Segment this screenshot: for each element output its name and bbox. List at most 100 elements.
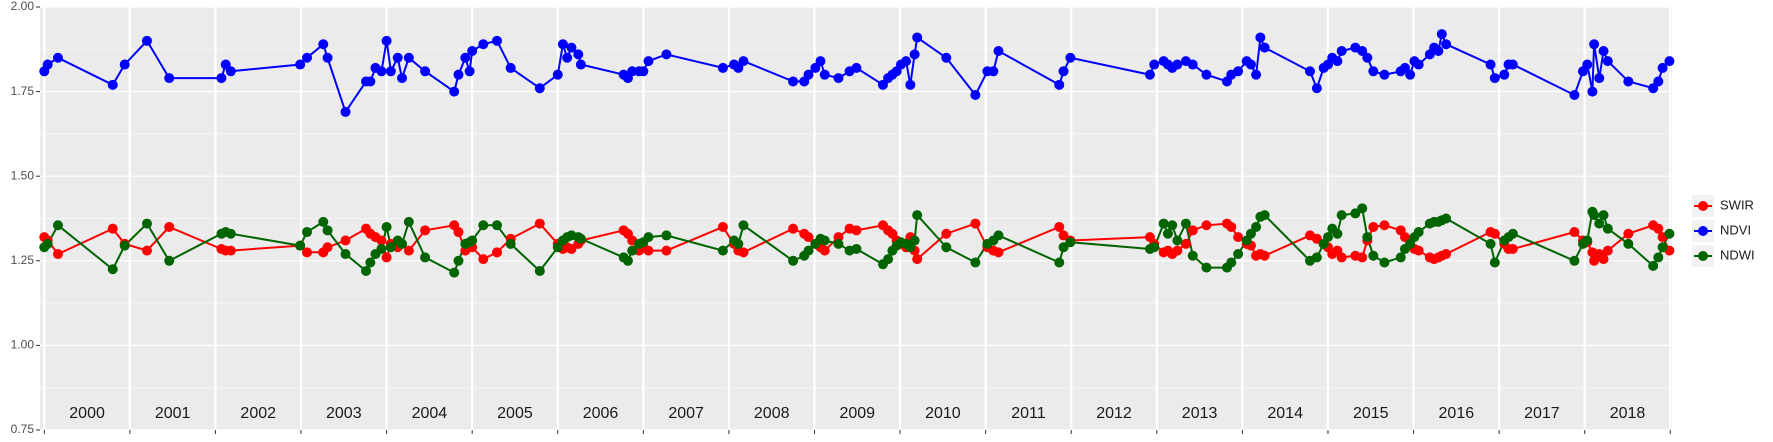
legend-point bbox=[1698, 251, 1708, 261]
point bbox=[1350, 208, 1361, 219]
point bbox=[403, 245, 414, 256]
point bbox=[638, 66, 649, 77]
point bbox=[643, 56, 654, 67]
y-tick-label: 1.00 bbox=[11, 338, 35, 352]
point bbox=[397, 73, 408, 84]
point bbox=[1602, 56, 1613, 67]
point bbox=[1172, 245, 1183, 256]
point bbox=[1368, 66, 1379, 77]
point bbox=[562, 52, 573, 63]
point bbox=[420, 225, 431, 236]
point bbox=[1180, 218, 1191, 229]
point bbox=[1569, 89, 1580, 100]
point bbox=[627, 245, 638, 256]
point bbox=[453, 227, 464, 238]
point bbox=[1322, 232, 1333, 243]
point bbox=[912, 210, 923, 221]
year-label: 2007 bbox=[668, 405, 704, 422]
point bbox=[1623, 228, 1634, 239]
point bbox=[1187, 225, 1198, 236]
point bbox=[788, 76, 799, 87]
point bbox=[1233, 66, 1244, 77]
point bbox=[993, 230, 1004, 241]
point bbox=[575, 59, 586, 70]
point bbox=[141, 35, 152, 46]
point bbox=[1054, 79, 1065, 90]
point bbox=[1187, 250, 1198, 261]
point bbox=[661, 245, 672, 256]
point bbox=[1436, 29, 1447, 40]
point bbox=[1180, 238, 1191, 249]
point bbox=[1065, 52, 1076, 63]
year-label: 2015 bbox=[1353, 405, 1389, 422]
year-label: 2011 bbox=[1011, 405, 1046, 422]
point bbox=[1653, 76, 1664, 87]
point bbox=[1311, 252, 1322, 263]
point bbox=[1395, 252, 1406, 263]
point bbox=[340, 235, 351, 246]
year-label: 2013 bbox=[1182, 405, 1218, 422]
point bbox=[1507, 228, 1518, 239]
point bbox=[322, 225, 333, 236]
point bbox=[534, 218, 545, 229]
point bbox=[107, 223, 118, 234]
point bbox=[912, 32, 923, 43]
point bbox=[365, 257, 376, 268]
point bbox=[322, 242, 333, 253]
point bbox=[627, 66, 638, 77]
point bbox=[733, 62, 744, 73]
point bbox=[1413, 59, 1424, 70]
point bbox=[403, 52, 414, 63]
point bbox=[1489, 257, 1500, 268]
year-label: 2012 bbox=[1096, 405, 1132, 422]
point bbox=[1058, 242, 1069, 253]
point bbox=[1433, 45, 1444, 56]
year-label: 2016 bbox=[1439, 405, 1475, 422]
point bbox=[1399, 232, 1410, 243]
point bbox=[376, 243, 387, 254]
point bbox=[1054, 221, 1065, 232]
point bbox=[361, 265, 372, 276]
point bbox=[1405, 69, 1416, 80]
point bbox=[1311, 233, 1322, 244]
point bbox=[1441, 213, 1452, 224]
point bbox=[717, 221, 728, 232]
point bbox=[941, 228, 952, 239]
y-tick-label: 0.75 bbox=[11, 422, 35, 436]
point bbox=[295, 59, 306, 70]
point bbox=[1065, 237, 1076, 248]
point bbox=[225, 228, 236, 239]
point bbox=[1507, 243, 1518, 254]
point bbox=[491, 247, 502, 258]
point bbox=[340, 249, 351, 260]
point bbox=[225, 66, 236, 77]
point bbox=[505, 238, 516, 249]
point bbox=[385, 66, 396, 77]
point bbox=[552, 242, 563, 253]
point bbox=[1304, 66, 1315, 77]
point bbox=[141, 218, 152, 229]
point bbox=[993, 45, 1004, 56]
point bbox=[420, 252, 431, 263]
point bbox=[819, 235, 830, 246]
point bbox=[566, 42, 577, 53]
point bbox=[905, 79, 916, 90]
point bbox=[1054, 257, 1065, 268]
year-label: 2018 bbox=[1610, 405, 1646, 422]
point bbox=[575, 233, 586, 244]
point bbox=[717, 245, 728, 256]
point bbox=[661, 230, 672, 241]
legend-label: NDWI bbox=[1720, 247, 1755, 262]
point bbox=[1587, 86, 1598, 97]
point bbox=[1379, 257, 1390, 268]
point bbox=[1357, 45, 1368, 56]
point bbox=[1657, 242, 1668, 253]
point bbox=[1379, 69, 1390, 80]
point bbox=[970, 218, 981, 229]
point bbox=[491, 220, 502, 231]
point bbox=[1598, 210, 1609, 221]
point bbox=[643, 245, 654, 256]
point bbox=[833, 73, 844, 84]
point bbox=[1362, 52, 1373, 63]
point bbox=[52, 220, 63, 231]
